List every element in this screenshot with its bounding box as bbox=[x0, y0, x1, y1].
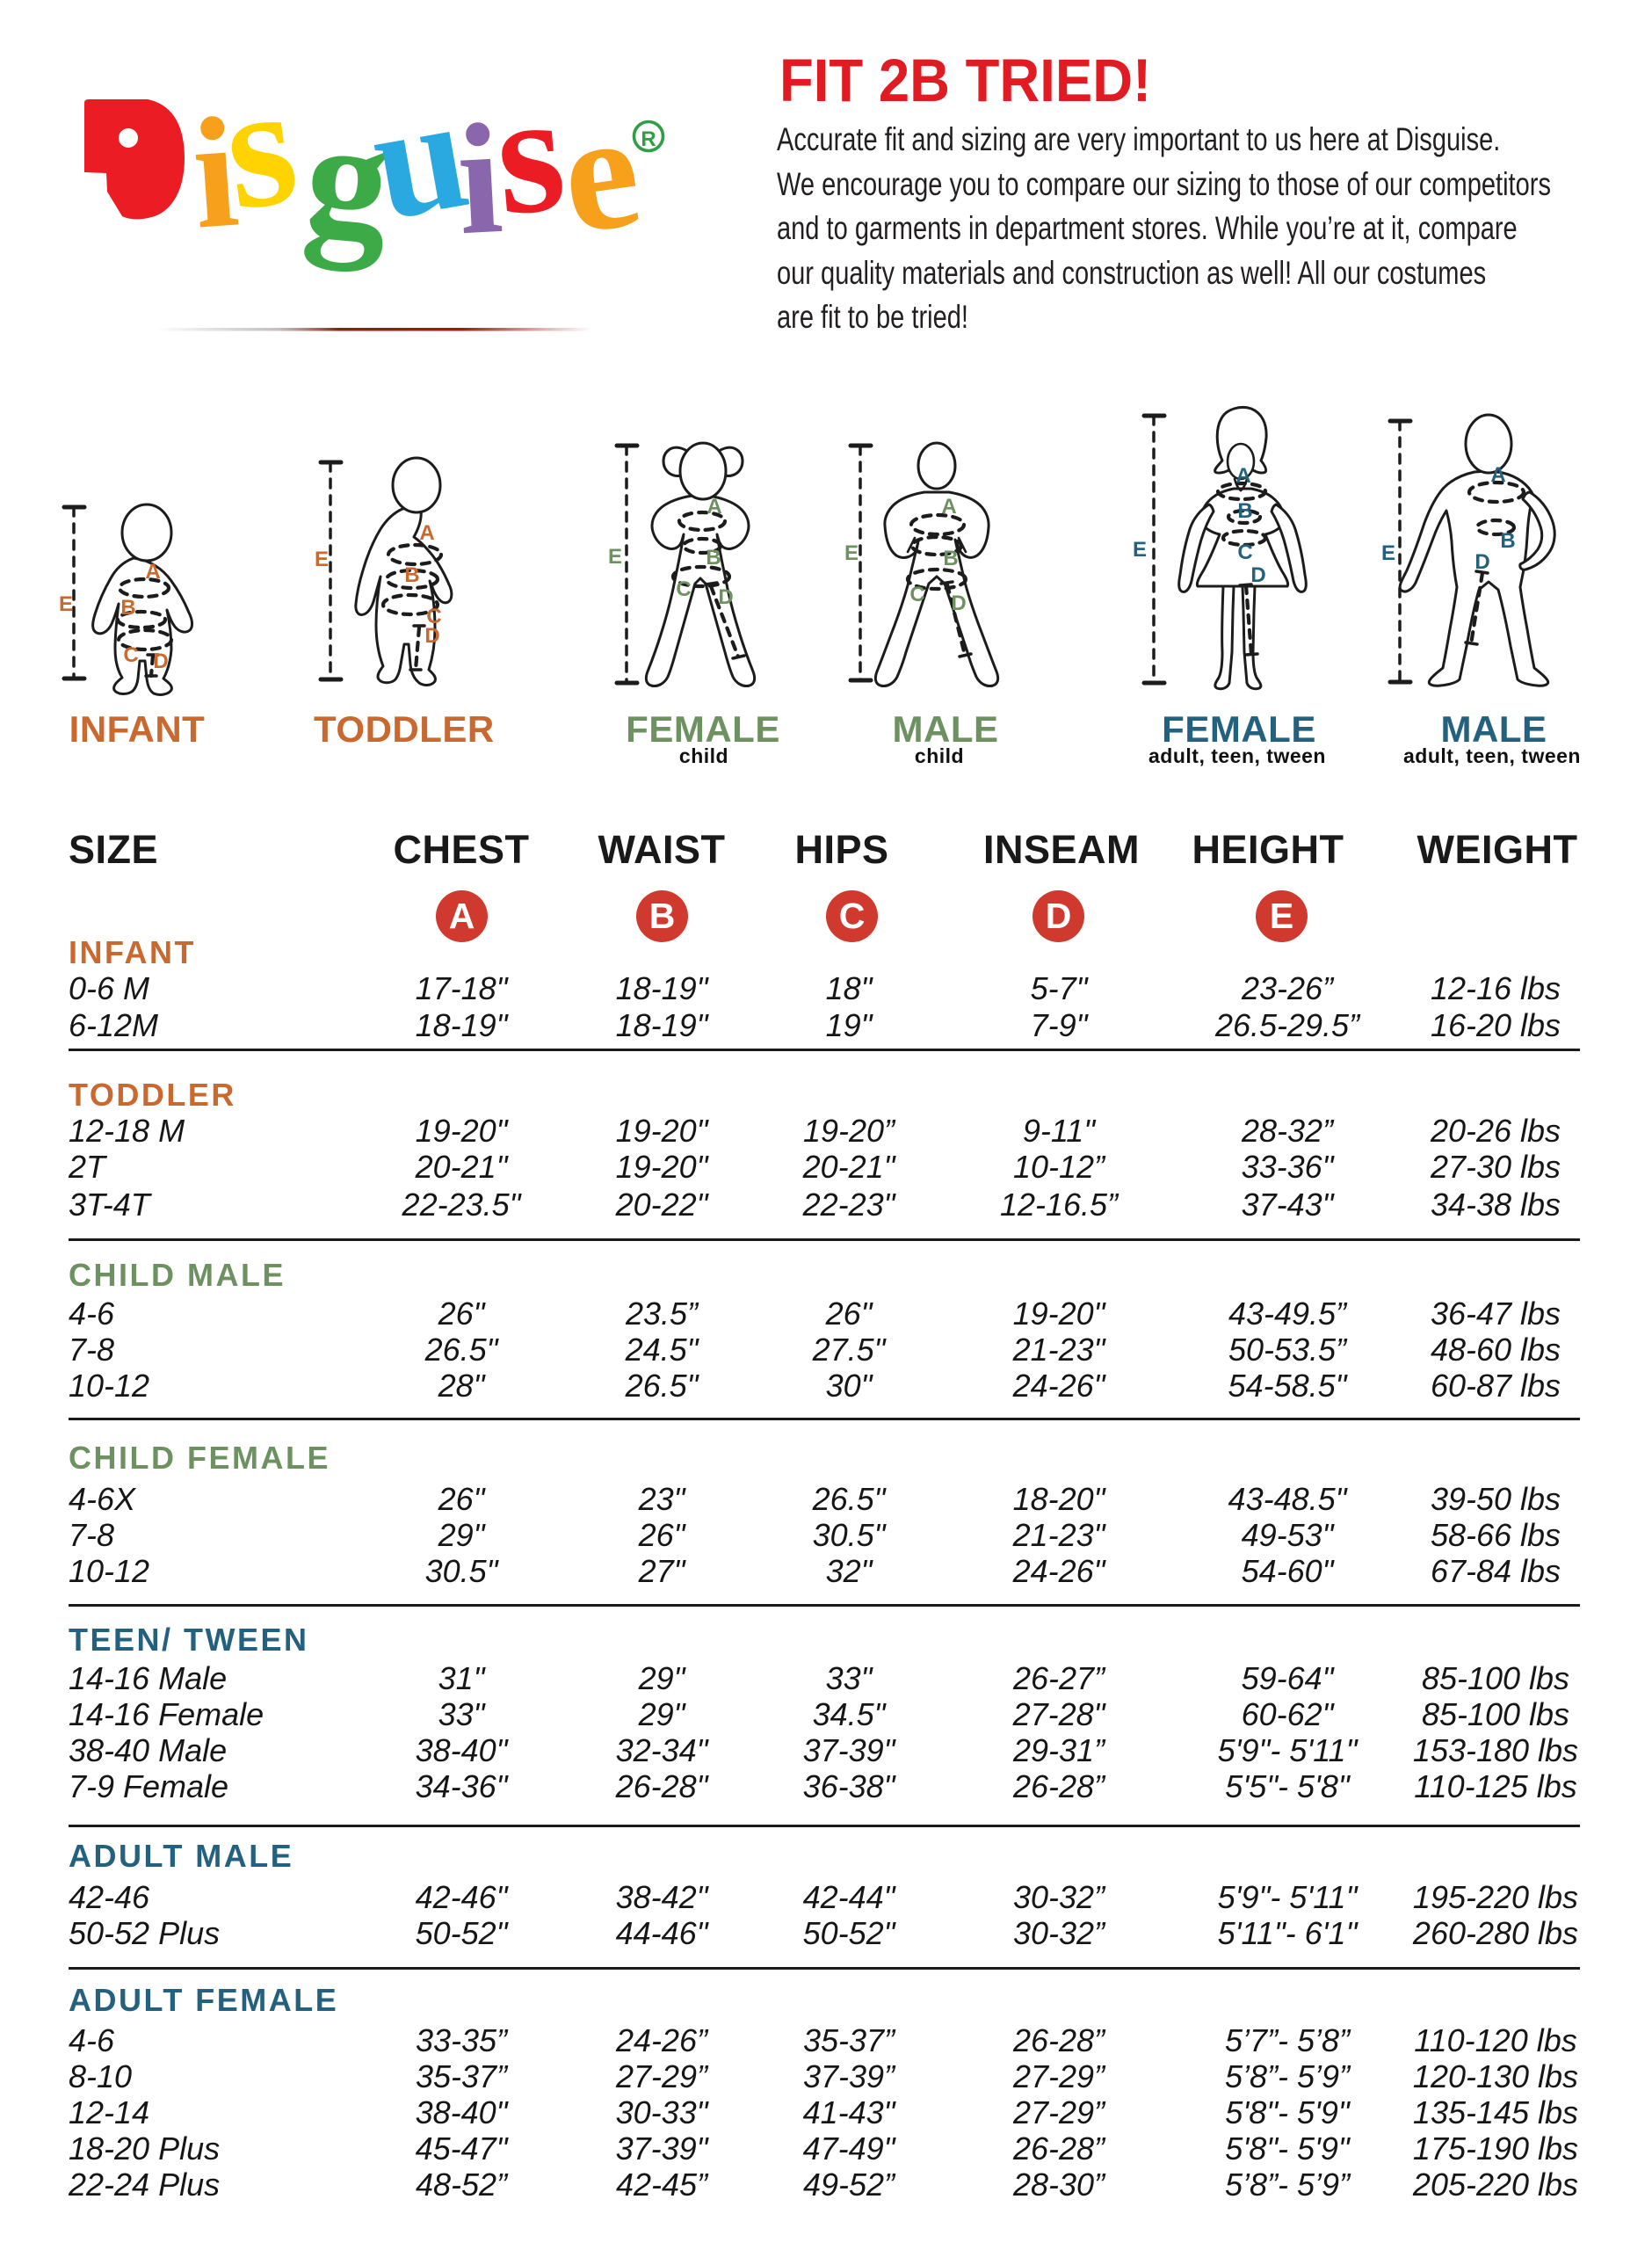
svg-text:B: B bbox=[1237, 499, 1252, 523]
svg-text:B: B bbox=[1500, 529, 1515, 553]
svg-text:A: A bbox=[941, 495, 956, 519]
svg-text:C: C bbox=[1237, 541, 1252, 564]
svg-text:g: g bbox=[299, 88, 398, 275]
svg-text:E: E bbox=[1381, 541, 1395, 565]
svg-text:D: D bbox=[424, 624, 439, 648]
svg-text:D: D bbox=[718, 585, 733, 609]
svg-text:C: C bbox=[123, 643, 138, 667]
svg-text:A: A bbox=[419, 521, 434, 545]
svg-text:B: B bbox=[943, 547, 958, 570]
svg-text:C: C bbox=[909, 583, 924, 606]
svg-text:E: E bbox=[844, 541, 859, 565]
svg-text:s: s bbox=[489, 88, 571, 251]
svg-text:B: B bbox=[706, 546, 721, 570]
svg-text:D: D bbox=[1250, 563, 1265, 587]
svg-text:E: E bbox=[315, 548, 329, 571]
svg-text:B: B bbox=[404, 563, 419, 587]
svg-text:D: D bbox=[951, 592, 966, 615]
svg-text:B: B bbox=[120, 596, 135, 620]
svg-text:R: R bbox=[641, 127, 656, 151]
svg-text:A: A bbox=[1490, 463, 1505, 487]
svg-text:D: D bbox=[153, 650, 168, 673]
svg-text:D: D bbox=[1474, 550, 1489, 574]
svg-text:E: E bbox=[59, 592, 73, 616]
svg-text:A: A bbox=[145, 560, 160, 584]
svg-text:i: i bbox=[453, 91, 506, 267]
svg-text:C: C bbox=[426, 605, 441, 628]
svg-text:A: A bbox=[1235, 464, 1250, 488]
svg-text:E: E bbox=[608, 545, 622, 569]
svg-text:E: E bbox=[1133, 538, 1147, 562]
svg-text:A: A bbox=[706, 495, 721, 519]
svg-text:C: C bbox=[676, 577, 691, 601]
